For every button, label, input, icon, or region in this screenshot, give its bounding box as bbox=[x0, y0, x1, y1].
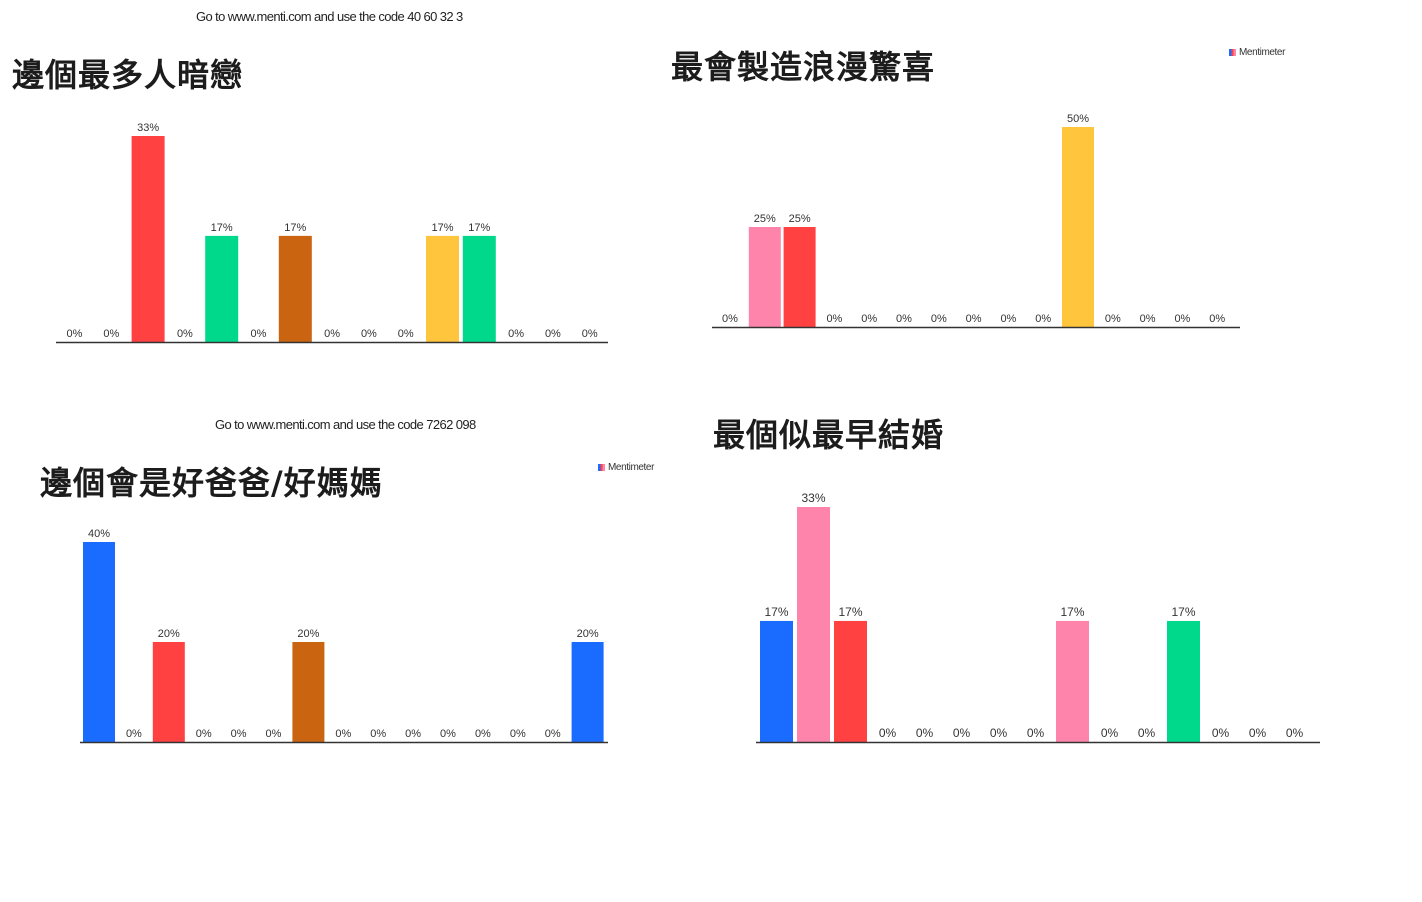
bar bbox=[152, 642, 185, 742]
bar-value-label: 0% bbox=[545, 328, 561, 340]
bar bbox=[278, 235, 312, 342]
bar-value-label: 0% bbox=[545, 728, 561, 740]
bar-value-label: 0% bbox=[1027, 726, 1045, 740]
bar-value-label: 17% bbox=[838, 605, 862, 619]
bar bbox=[797, 507, 830, 742]
bar-value-label: 0% bbox=[1286, 726, 1304, 740]
bar-value-label: 20% bbox=[577, 628, 599, 640]
bar-value-label: 0% bbox=[722, 313, 738, 325]
bar-value-label: 17% bbox=[764, 605, 788, 619]
bar-value-label: 0% bbox=[361, 328, 377, 340]
bar-value-label: 0% bbox=[1138, 726, 1156, 740]
bar-value-label: 0% bbox=[251, 328, 267, 340]
bar-value-label: 0% bbox=[1249, 726, 1267, 740]
bar-value-label: 0% bbox=[231, 728, 247, 740]
bar-value-label: 20% bbox=[158, 628, 180, 640]
bar-value-label: 0% bbox=[966, 313, 982, 325]
bar bbox=[1062, 127, 1094, 327]
bar-value-label: 0% bbox=[826, 313, 842, 325]
bar bbox=[83, 542, 115, 742]
bar-value-label: 0% bbox=[1000, 313, 1016, 325]
bar-value-label: 17% bbox=[211, 222, 233, 234]
bar-value-label: 0% bbox=[475, 728, 491, 740]
mentimeter-icon bbox=[598, 464, 605, 471]
bar-value-label: 0% bbox=[1140, 313, 1156, 325]
bar-value-label: 0% bbox=[398, 328, 414, 340]
brand-label: Mentimeter bbox=[608, 462, 655, 473]
bar-value-label: 20% bbox=[297, 628, 319, 640]
bar-value-label: 17% bbox=[468, 222, 490, 234]
bar-value-label: 0% bbox=[1105, 313, 1121, 325]
bar-value-label: 25% bbox=[789, 213, 811, 225]
bar-value-label: 0% bbox=[953, 726, 971, 740]
bar-value-label: 0% bbox=[196, 728, 212, 740]
brand-logo-bottom-left: Mentimeter bbox=[598, 462, 654, 473]
bar-value-label: 0% bbox=[861, 313, 877, 325]
chart-title-top-right: 最會製造浪漫驚喜 bbox=[671, 48, 936, 86]
brand-label: Mentimeter bbox=[1239, 47, 1286, 58]
bar-chart-top-right: 0% 25% 25% 0% 0% 0% 0% 0% 0% 0% 50% 0% 0% 0% 0% bbox=[712, 113, 1240, 329]
bar-value-label: 17% bbox=[1171, 605, 1195, 619]
bar-value-label: 0% bbox=[177, 328, 193, 340]
bar-value-label: 17% bbox=[1060, 605, 1084, 619]
bar-value-label: 17% bbox=[284, 222, 306, 234]
chart-title-bottom-right: 最個似最早結婚 bbox=[713, 416, 945, 454]
bar-chart-top-left: 0% 0% 33% 0% 17% 0% 17% 0% 0% 0% 17% 17% 0% 0% 0% bbox=[56, 122, 608, 344]
bar-value-label: 0% bbox=[990, 726, 1008, 740]
brand-logo-top-right: Mentimeter bbox=[1229, 47, 1285, 58]
bar-value-label: 0% bbox=[103, 328, 119, 340]
chart-title-top-left: 邊個最多人暗戀 bbox=[12, 56, 244, 94]
bar-chart-bottom-right: 17% 33% 17% 0% 0% 0% 0% 0% 17% 0% 0% 17% 0% 0% 0% bbox=[756, 491, 1320, 744]
bar-value-label: 0% bbox=[1101, 726, 1119, 740]
bar-value-label: 0% bbox=[1212, 726, 1230, 740]
bar-value-label: 0% bbox=[405, 728, 421, 740]
bar-value-label: 0% bbox=[582, 328, 598, 340]
code-instruction-bottom-left: Go to www.menti.com and use the code 726… bbox=[215, 417, 476, 432]
bar-value-label: 0% bbox=[440, 728, 456, 740]
bar bbox=[760, 620, 793, 742]
bar-value-label: 0% bbox=[266, 728, 282, 740]
bar-value-label: 0% bbox=[1174, 313, 1190, 325]
chart-title-bottom-left: 邊個會是好爸爸/好媽媽 bbox=[40, 464, 383, 502]
bar-value-label: 0% bbox=[1035, 313, 1051, 325]
bar bbox=[834, 620, 867, 742]
bar-value-label: 25% bbox=[754, 213, 776, 225]
bar-value-label: 0% bbox=[370, 728, 386, 740]
code-instruction-top-left: Go to www.menti.com and use the code 40 … bbox=[196, 9, 463, 24]
bar-value-label: 0% bbox=[67, 328, 83, 340]
bar bbox=[748, 227, 781, 327]
bar-value-label: 0% bbox=[1209, 313, 1225, 325]
bar-value-label: 33% bbox=[137, 122, 159, 134]
bar-value-label: 0% bbox=[879, 726, 897, 740]
bar-value-label: 0% bbox=[510, 728, 526, 740]
bar-chart-bottom-left: 40% 0% 20% 0% 0% 0% 20% 0% 0% 0% 0% 0% 0% 0% 20% bbox=[80, 528, 608, 744]
bar-value-label: 17% bbox=[431, 222, 453, 234]
bar bbox=[571, 642, 604, 742]
bar-value-label: 0% bbox=[335, 728, 351, 740]
bar-value-label: 0% bbox=[324, 328, 340, 340]
bar bbox=[205, 235, 239, 342]
mentimeter-icon bbox=[1229, 49, 1236, 56]
bar-value-label: 0% bbox=[931, 313, 947, 325]
bar bbox=[462, 235, 496, 342]
bar-value-label: 0% bbox=[126, 728, 142, 740]
bar-value-label: 33% bbox=[801, 491, 825, 505]
bar-value-label: 50% bbox=[1067, 113, 1089, 125]
bar-value-label: 40% bbox=[88, 528, 110, 540]
bar-value-label: 0% bbox=[508, 328, 524, 340]
bar-value-label: 0% bbox=[916, 726, 934, 740]
bar bbox=[783, 227, 816, 327]
bar-value-label: 0% bbox=[896, 313, 912, 325]
bar bbox=[1167, 620, 1200, 742]
bar bbox=[292, 642, 325, 742]
bar bbox=[426, 235, 459, 342]
bar bbox=[131, 136, 165, 342]
bar bbox=[1056, 620, 1089, 742]
